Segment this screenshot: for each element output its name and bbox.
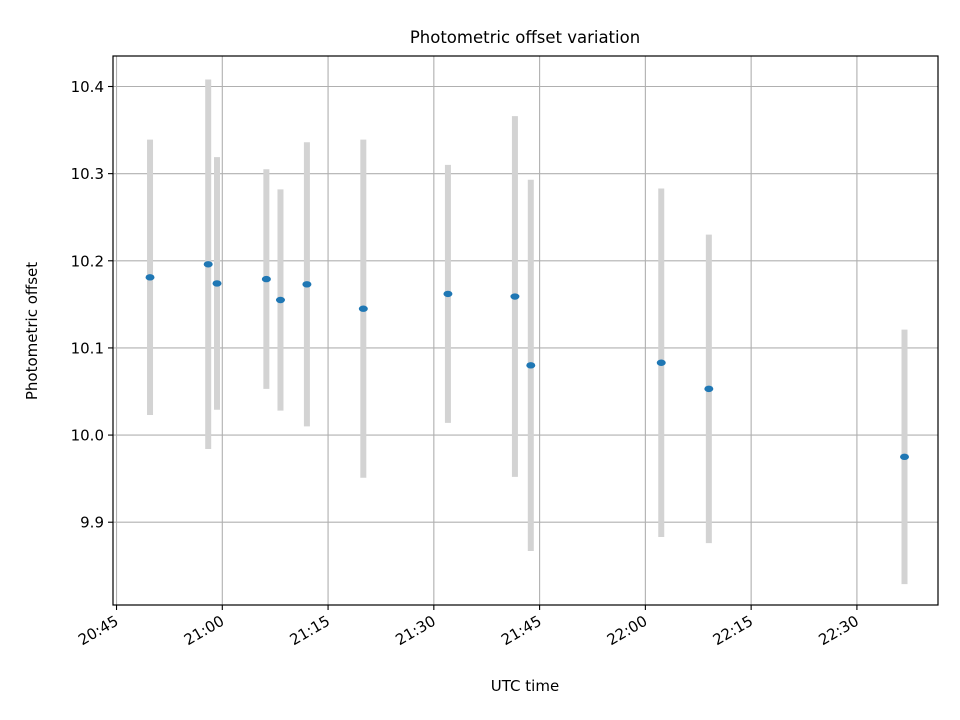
chart-title: Photometric offset variation [410, 28, 640, 47]
data-point [302, 281, 312, 288]
data-point [510, 293, 520, 300]
data-point [275, 296, 285, 304]
data-point [358, 305, 368, 312]
y-tick-label: 10.4 [71, 78, 104, 96]
grid [113, 56, 938, 605]
y-axis-label: Photometric offset [23, 262, 41, 400]
data-point [526, 362, 536, 369]
y-tick-label: 10.3 [71, 165, 104, 183]
x-axis-label: UTC time [491, 677, 559, 695]
data-point [704, 385, 714, 393]
data-point [656, 359, 666, 366]
y-tick-label: 10.2 [71, 252, 104, 270]
y-tick-label: 9.9 [80, 514, 104, 532]
data-point [443, 290, 453, 298]
y-tick-label: 10.0 [71, 427, 104, 445]
y-tick-label: 10.1 [71, 339, 104, 357]
data-points [145, 261, 910, 461]
plot-frame [112, 55, 939, 606]
data-point [261, 275, 271, 283]
data-point [145, 274, 155, 281]
data-point [900, 453, 910, 461]
data-point [203, 261, 213, 268]
data-point [212, 280, 222, 287]
